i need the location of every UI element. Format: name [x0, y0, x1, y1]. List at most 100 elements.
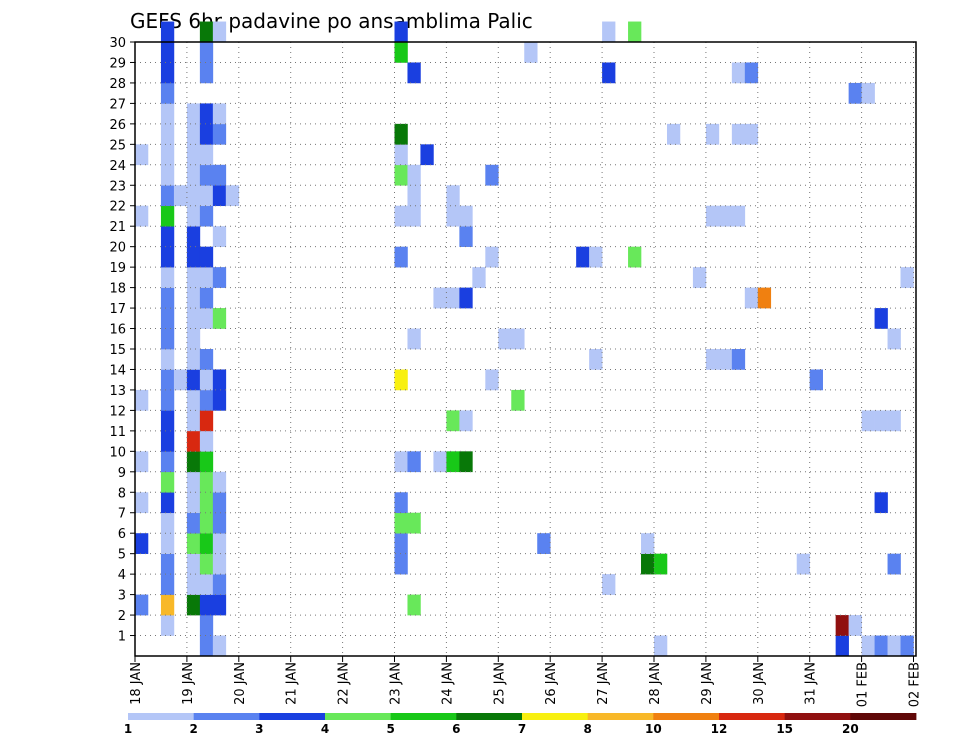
heatmap-cell: [199, 205, 214, 227]
heatmap-cell: [874, 635, 888, 657]
heatmap-cell: [212, 533, 227, 554]
heatmap-cell: [394, 492, 408, 514]
heatmap-cell: [160, 82, 175, 104]
heatmap-cell: [407, 205, 421, 227]
heatmap-cell: [135, 451, 149, 473]
y-tick-label: 19: [109, 261, 126, 276]
heatmap-cell: [887, 553, 901, 575]
heatmap-cell: [199, 164, 214, 186]
heatmap-cell: [199, 533, 214, 554]
legend-swatch: [325, 713, 392, 720]
y-tick-label: 18: [109, 282, 126, 297]
heatmap-cell: [861, 82, 875, 104]
heatmap-cell: [524, 42, 538, 63]
heatmap-cell: [199, 451, 214, 473]
heatmap-cell: [589, 349, 603, 370]
heatmap-cell: [212, 103, 227, 125]
heatmap-cell: [848, 82, 862, 104]
heatmap-cell: [160, 410, 175, 432]
y-tick-label: 11: [109, 425, 126, 440]
heatmap-cell: [744, 287, 759, 309]
x-tick-label: 26 JAN: [544, 662, 559, 705]
heatmap-cell: [641, 533, 655, 554]
heatmap-cell: [848, 615, 862, 636]
heatmap-cell: [900, 635, 914, 657]
heatmap-cell: [186, 164, 201, 186]
heatmap-cell: [160, 533, 175, 554]
heatmap-cell: [135, 389, 149, 411]
y-tick-label: 28: [109, 77, 126, 92]
heatmap-cell: [446, 205, 460, 227]
heatmap-cell: [199, 430, 214, 452]
y-tick-label: 7: [118, 507, 126, 522]
heatmap-cell: [420, 144, 434, 166]
legend-label: 15: [776, 722, 793, 736]
heatmap-cell: [160, 471, 175, 493]
legend-swatch: [587, 713, 654, 720]
heatmap-cell: [485, 164, 499, 186]
heatmap-cell: [160, 185, 175, 207]
heatmap-cell: [212, 185, 227, 207]
legend-swatch: [784, 713, 851, 720]
heatmap-cell: [186, 451, 201, 473]
heatmap-cell: [731, 349, 746, 370]
heatmap-cell: [602, 574, 616, 595]
color-legend: 1 2 3 4 5 6 7 8 10 12 15 20: [124, 713, 917, 736]
heatmap-cell: [874, 308, 888, 329]
heatmap-cell: [160, 430, 175, 452]
heatmap-cell: [861, 410, 875, 432]
heatmap-cell: [199, 594, 214, 616]
heatmap-cell: [199, 144, 214, 166]
heatmap-cell: [186, 389, 201, 411]
heatmap-cell: [900, 267, 914, 288]
heatmap-cell: [692, 267, 707, 288]
y-tick-label: 8: [118, 486, 126, 501]
heatmap-cell: [160, 123, 175, 145]
heatmap-cell: [160, 574, 175, 595]
y-tick-label: 20: [109, 241, 126, 256]
y-tick-label: 12: [109, 404, 126, 419]
heatmap-cell: [160, 226, 175, 247]
heatmap-cell: [212, 226, 227, 247]
y-tick-label: 5: [118, 548, 126, 563]
legend-swatch: [456, 713, 523, 720]
y-axis: 1234567891011121314151617181920212223242…: [109, 36, 135, 645]
heatmap-cell: [874, 410, 888, 432]
heatmap-cell: [835, 615, 849, 636]
heatmap-cell: [887, 410, 901, 432]
x-tick-label: 21 JAN: [285, 662, 300, 705]
heatmap-cell: [212, 553, 227, 575]
heatmap-cell: [160, 164, 175, 186]
heatmap-cell: [744, 123, 759, 145]
legend-label: 4: [321, 722, 329, 736]
heatmap-cell: [199, 185, 214, 207]
heatmap-cell: [809, 369, 823, 391]
heatmap-cell: [160, 615, 175, 636]
y-tick-label: 13: [109, 384, 126, 399]
heatmap-cell: [394, 144, 408, 166]
heatmap-cell: [160, 451, 175, 473]
y-tick-label: 26: [109, 118, 126, 133]
y-tick-label: 9: [118, 466, 126, 481]
legend-label: 2: [189, 722, 197, 736]
heatmap-cell: [602, 62, 616, 84]
heatmap-cell: [135, 492, 149, 514]
heatmap-cell: [887, 635, 901, 657]
heatmap-cell: [212, 21, 227, 43]
heatmap-cell: [641, 553, 655, 575]
heatmap-cell: [628, 246, 642, 268]
legend-swatch: [259, 713, 326, 720]
legend-label: 12: [711, 722, 728, 736]
x-tick-label: 18 JAN: [129, 662, 144, 705]
heatmap-cell: [407, 328, 421, 350]
heatmap-cell: [160, 369, 175, 391]
heatmap-cell: [160, 246, 175, 268]
heatmap-cell: [407, 594, 421, 616]
y-tick-label: 23: [109, 179, 126, 194]
heatmap-cell: [485, 246, 499, 268]
x-tick-label: 31 JAN: [804, 662, 819, 705]
heatmap-cell: [160, 62, 175, 84]
heatmap-cell: [394, 553, 408, 575]
heatmap-cell: [160, 389, 175, 411]
x-tick-label: 24 JAN: [440, 662, 455, 705]
